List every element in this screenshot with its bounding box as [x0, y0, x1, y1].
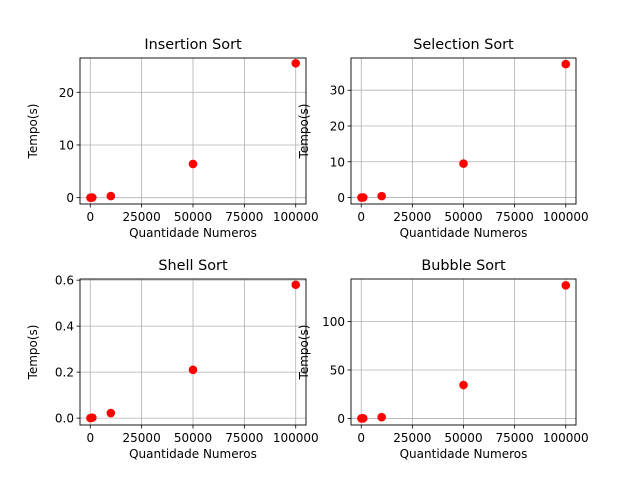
data-point	[358, 414, 368, 423]
y-tick-label: 30	[330, 84, 345, 98]
subplot-1: 0 25000 50000 75000 100000 0 10 20 Insertion Sor…	[26, 37, 319, 240]
x-axis-label: Quantidade Numeros	[400, 226, 528, 240]
x-tick-label: 75000	[225, 431, 263, 445]
data-point	[459, 159, 468, 168]
data-point	[377, 412, 386, 422]
x-tick-label: 75000	[496, 431, 534, 445]
chart-title: Shell Sort	[158, 258, 228, 274]
y-tick-label: 0	[66, 191, 74, 205]
data-point	[459, 380, 468, 390]
subplot-3: 0 25000 50000 75000 100000 0.0 0.2 0.4 0.6 Shell …	[26, 258, 319, 461]
x-tick-label: 50000	[444, 210, 482, 224]
x-tick-label: 50000	[444, 431, 482, 445]
x-axis-label: Quantidade Numeros	[400, 447, 528, 461]
x-tick-label: 25000	[123, 210, 161, 224]
y-tick-label: 0	[337, 191, 345, 205]
y-tick-label: 0.2	[55, 366, 74, 380]
x-tick-label: 0	[357, 431, 365, 445]
x-tick-label: 75000	[496, 210, 534, 224]
chart-title: Bubble Sort	[421, 258, 506, 274]
y-axis-label: Tempo(s)	[26, 325, 40, 381]
data-point	[106, 408, 116, 418]
x-tick-label: 75000	[225, 210, 263, 224]
data-point	[106, 191, 116, 201]
y-axis-label: Tempo(s)	[26, 104, 40, 160]
x-tick-label: 100000	[273, 431, 319, 445]
x-tick-label: 0	[86, 210, 94, 224]
y-tick-label: 0	[337, 412, 345, 426]
x-tick-label: 100000	[543, 210, 589, 224]
x-tick-label: 0	[86, 431, 94, 445]
y-tick-label: 10	[330, 155, 345, 169]
data-point	[377, 191, 386, 201]
data-point	[188, 365, 198, 375]
y-tick-label: 50	[330, 364, 345, 378]
chart-title: Selection Sort	[413, 37, 514, 53]
y-tick-label: 20	[330, 119, 345, 133]
x-tick-label: 100000	[273, 210, 319, 224]
x-tick-label: 0	[357, 210, 365, 224]
data-point	[291, 58, 301, 68]
data-point	[561, 280, 571, 290]
data-point	[291, 280, 301, 290]
x-tick-label: 25000	[393, 210, 431, 224]
y-tick-label: 10	[59, 138, 74, 152]
subplot-4: 0 25000 50000 75000 100000 0 50 100 Bubble Sort Q…	[297, 258, 589, 461]
data-point	[88, 413, 97, 422]
data-point	[88, 193, 97, 202]
x-tick-label: 50000	[174, 431, 212, 445]
x-tick-label: 50000	[174, 210, 212, 224]
x-axis-label: Quantidade Numeros	[129, 447, 257, 461]
y-axis-label: Tempo(s)	[297, 104, 311, 160]
y-tick-label: 100	[322, 315, 345, 329]
y-tick-label: 20	[59, 86, 74, 100]
x-axis-label: Quantidade Numeros	[129, 226, 257, 240]
y-tick-label: 0.4	[55, 320, 74, 334]
data-point	[188, 159, 198, 169]
data-point	[358, 193, 368, 202]
x-tick-label: 100000	[543, 431, 589, 445]
x-tick-label: 25000	[123, 431, 161, 445]
subplot-2: 0 25000 50000 75000 100000 0 10 20 30 Selection S…	[297, 37, 589, 240]
y-tick-label: 0.6	[55, 274, 74, 288]
y-axis-label: Tempo(s)	[297, 325, 311, 381]
chart-title: Insertion Sort	[144, 37, 242, 53]
data-point	[561, 59, 571, 69]
y-tick-label: 0.0	[55, 412, 74, 426]
x-tick-label: 25000	[393, 431, 431, 445]
